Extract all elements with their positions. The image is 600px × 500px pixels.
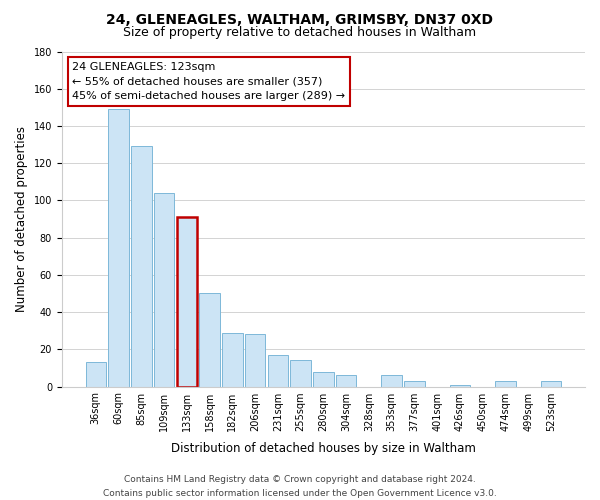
Bar — [245, 334, 265, 386]
Bar — [268, 355, 288, 386]
Text: 24 GLENEAGLES: 123sqm
← 55% of detached houses are smaller (357)
45% of semi-det: 24 GLENEAGLES: 123sqm ← 55% of detached … — [72, 62, 346, 101]
Bar — [109, 109, 129, 386]
Bar — [86, 362, 106, 386]
Bar — [199, 294, 220, 386]
Bar — [404, 381, 425, 386]
Bar — [495, 381, 515, 386]
Bar — [154, 193, 175, 386]
Text: Size of property relative to detached houses in Waltham: Size of property relative to detached ho… — [124, 26, 476, 39]
Bar — [176, 217, 197, 386]
Text: Contains HM Land Registry data © Crown copyright and database right 2024.
Contai: Contains HM Land Registry data © Crown c… — [103, 476, 497, 498]
Bar — [313, 372, 334, 386]
Bar — [222, 332, 242, 386]
Bar — [131, 146, 152, 386]
Text: 24, GLENEAGLES, WALTHAM, GRIMSBY, DN37 0XD: 24, GLENEAGLES, WALTHAM, GRIMSBY, DN37 0… — [107, 12, 493, 26]
X-axis label: Distribution of detached houses by size in Waltham: Distribution of detached houses by size … — [171, 442, 476, 455]
Bar — [541, 381, 561, 386]
Bar — [336, 376, 356, 386]
Bar — [382, 376, 402, 386]
Y-axis label: Number of detached properties: Number of detached properties — [15, 126, 28, 312]
Bar — [449, 384, 470, 386]
Bar — [290, 360, 311, 386]
